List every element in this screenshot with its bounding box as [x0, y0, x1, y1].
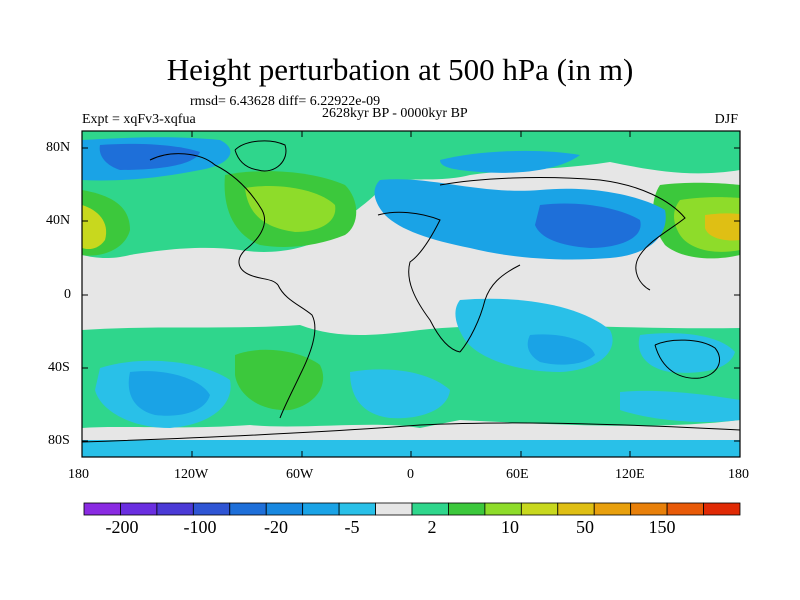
colorbar-swatch	[484, 502, 522, 516]
indian-ocean-blue	[527, 334, 595, 365]
southern-ocean-lblue	[620, 390, 740, 422]
lat-label-40n: 40N	[46, 213, 71, 228]
lat-label-80n: 80N	[46, 140, 71, 155]
colorbar-swatch	[375, 502, 413, 516]
australia-coast	[654, 339, 720, 379]
colorbar-label: -100	[183, 517, 217, 537]
colorbar-label: 2	[427, 517, 437, 537]
stats-text: rmsd= 6.43628 diff= 6.22922e-09	[190, 94, 381, 109]
colorbar-swatch	[192, 502, 231, 516]
colorbar-swatch	[302, 502, 340, 516]
asia-coast	[439, 177, 686, 291]
lon-label-0: 0	[407, 467, 414, 482]
lon-label-180e: 180	[728, 467, 749, 482]
antarctica-coast	[82, 422, 740, 443]
south-pacific-blue	[128, 371, 210, 416]
colorbar-label: -5	[344, 517, 360, 537]
lat-label-40s: 40S	[48, 360, 70, 375]
colorbar-swatch	[666, 502, 704, 516]
colorbar-label: 10	[501, 517, 519, 537]
experiment-label: Expt = xqFv3-xqfua	[82, 112, 196, 127]
lon-label-120e: 120E	[615, 467, 645, 482]
lon-label-60w: 60W	[286, 467, 314, 482]
east-gold-core	[705, 213, 740, 241]
lon-label-180w: 180	[68, 467, 89, 482]
colorbar-label: -200	[105, 517, 139, 537]
period-label: 2628kyr BP - 0000kyr BP	[322, 106, 468, 121]
axis-ticks	[81, 131, 741, 457]
season-label: DJF	[714, 112, 738, 127]
contour-field	[82, 131, 740, 457]
colorbar-swatch	[593, 502, 632, 516]
map-title: Height perturbation at 500 hPa (in m)	[166, 52, 634, 87]
lat-label-80s: 80S	[48, 433, 70, 448]
lon-label-60e: 60E	[506, 467, 529, 482]
europe-africa-west-coast	[377, 211, 461, 353]
north-america-ygreen	[245, 185, 336, 232]
colorbar-swatch	[448, 502, 486, 516]
colorbar-label: 50	[576, 517, 594, 537]
greenland-coast	[234, 140, 287, 172]
antarctic-lblue	[82, 440, 740, 457]
colorbar-swatch	[156, 502, 194, 516]
colorbar-swatch	[338, 502, 376, 516]
africa-east-coast	[459, 264, 521, 353]
arctic-dark-blue	[99, 143, 200, 170]
coastlines	[82, 140, 740, 443]
colorbar	[83, 502, 741, 516]
colorbar-swatch	[83, 502, 121, 516]
lon-label-120w: 120W	[174, 467, 209, 482]
colorbar-label: 150	[648, 517, 676, 537]
colorbar-label: -20	[264, 517, 288, 537]
south-america-green	[235, 349, 324, 411]
south-atlantic-lblue	[350, 369, 450, 419]
eurasia-dark-blue	[535, 203, 641, 248]
south-america-coast	[277, 284, 316, 419]
colorbar-swatch	[265, 502, 304, 516]
west-yellow-core	[82, 205, 107, 250]
colorbar-swatch	[520, 502, 559, 516]
colorbar-swatch	[120, 502, 158, 516]
lat-label-eq: 0	[64, 287, 71, 302]
australia-lblue	[638, 333, 735, 373]
colorbar-swatch	[557, 502, 595, 516]
colorbar-swatch	[229, 502, 267, 516]
colorbar-swatch	[411, 502, 449, 516]
siberia-blue	[440, 150, 580, 173]
north-america-coast	[149, 153, 279, 286]
colorbar-swatch	[703, 502, 741, 516]
colorbar-swatch	[630, 502, 668, 516]
